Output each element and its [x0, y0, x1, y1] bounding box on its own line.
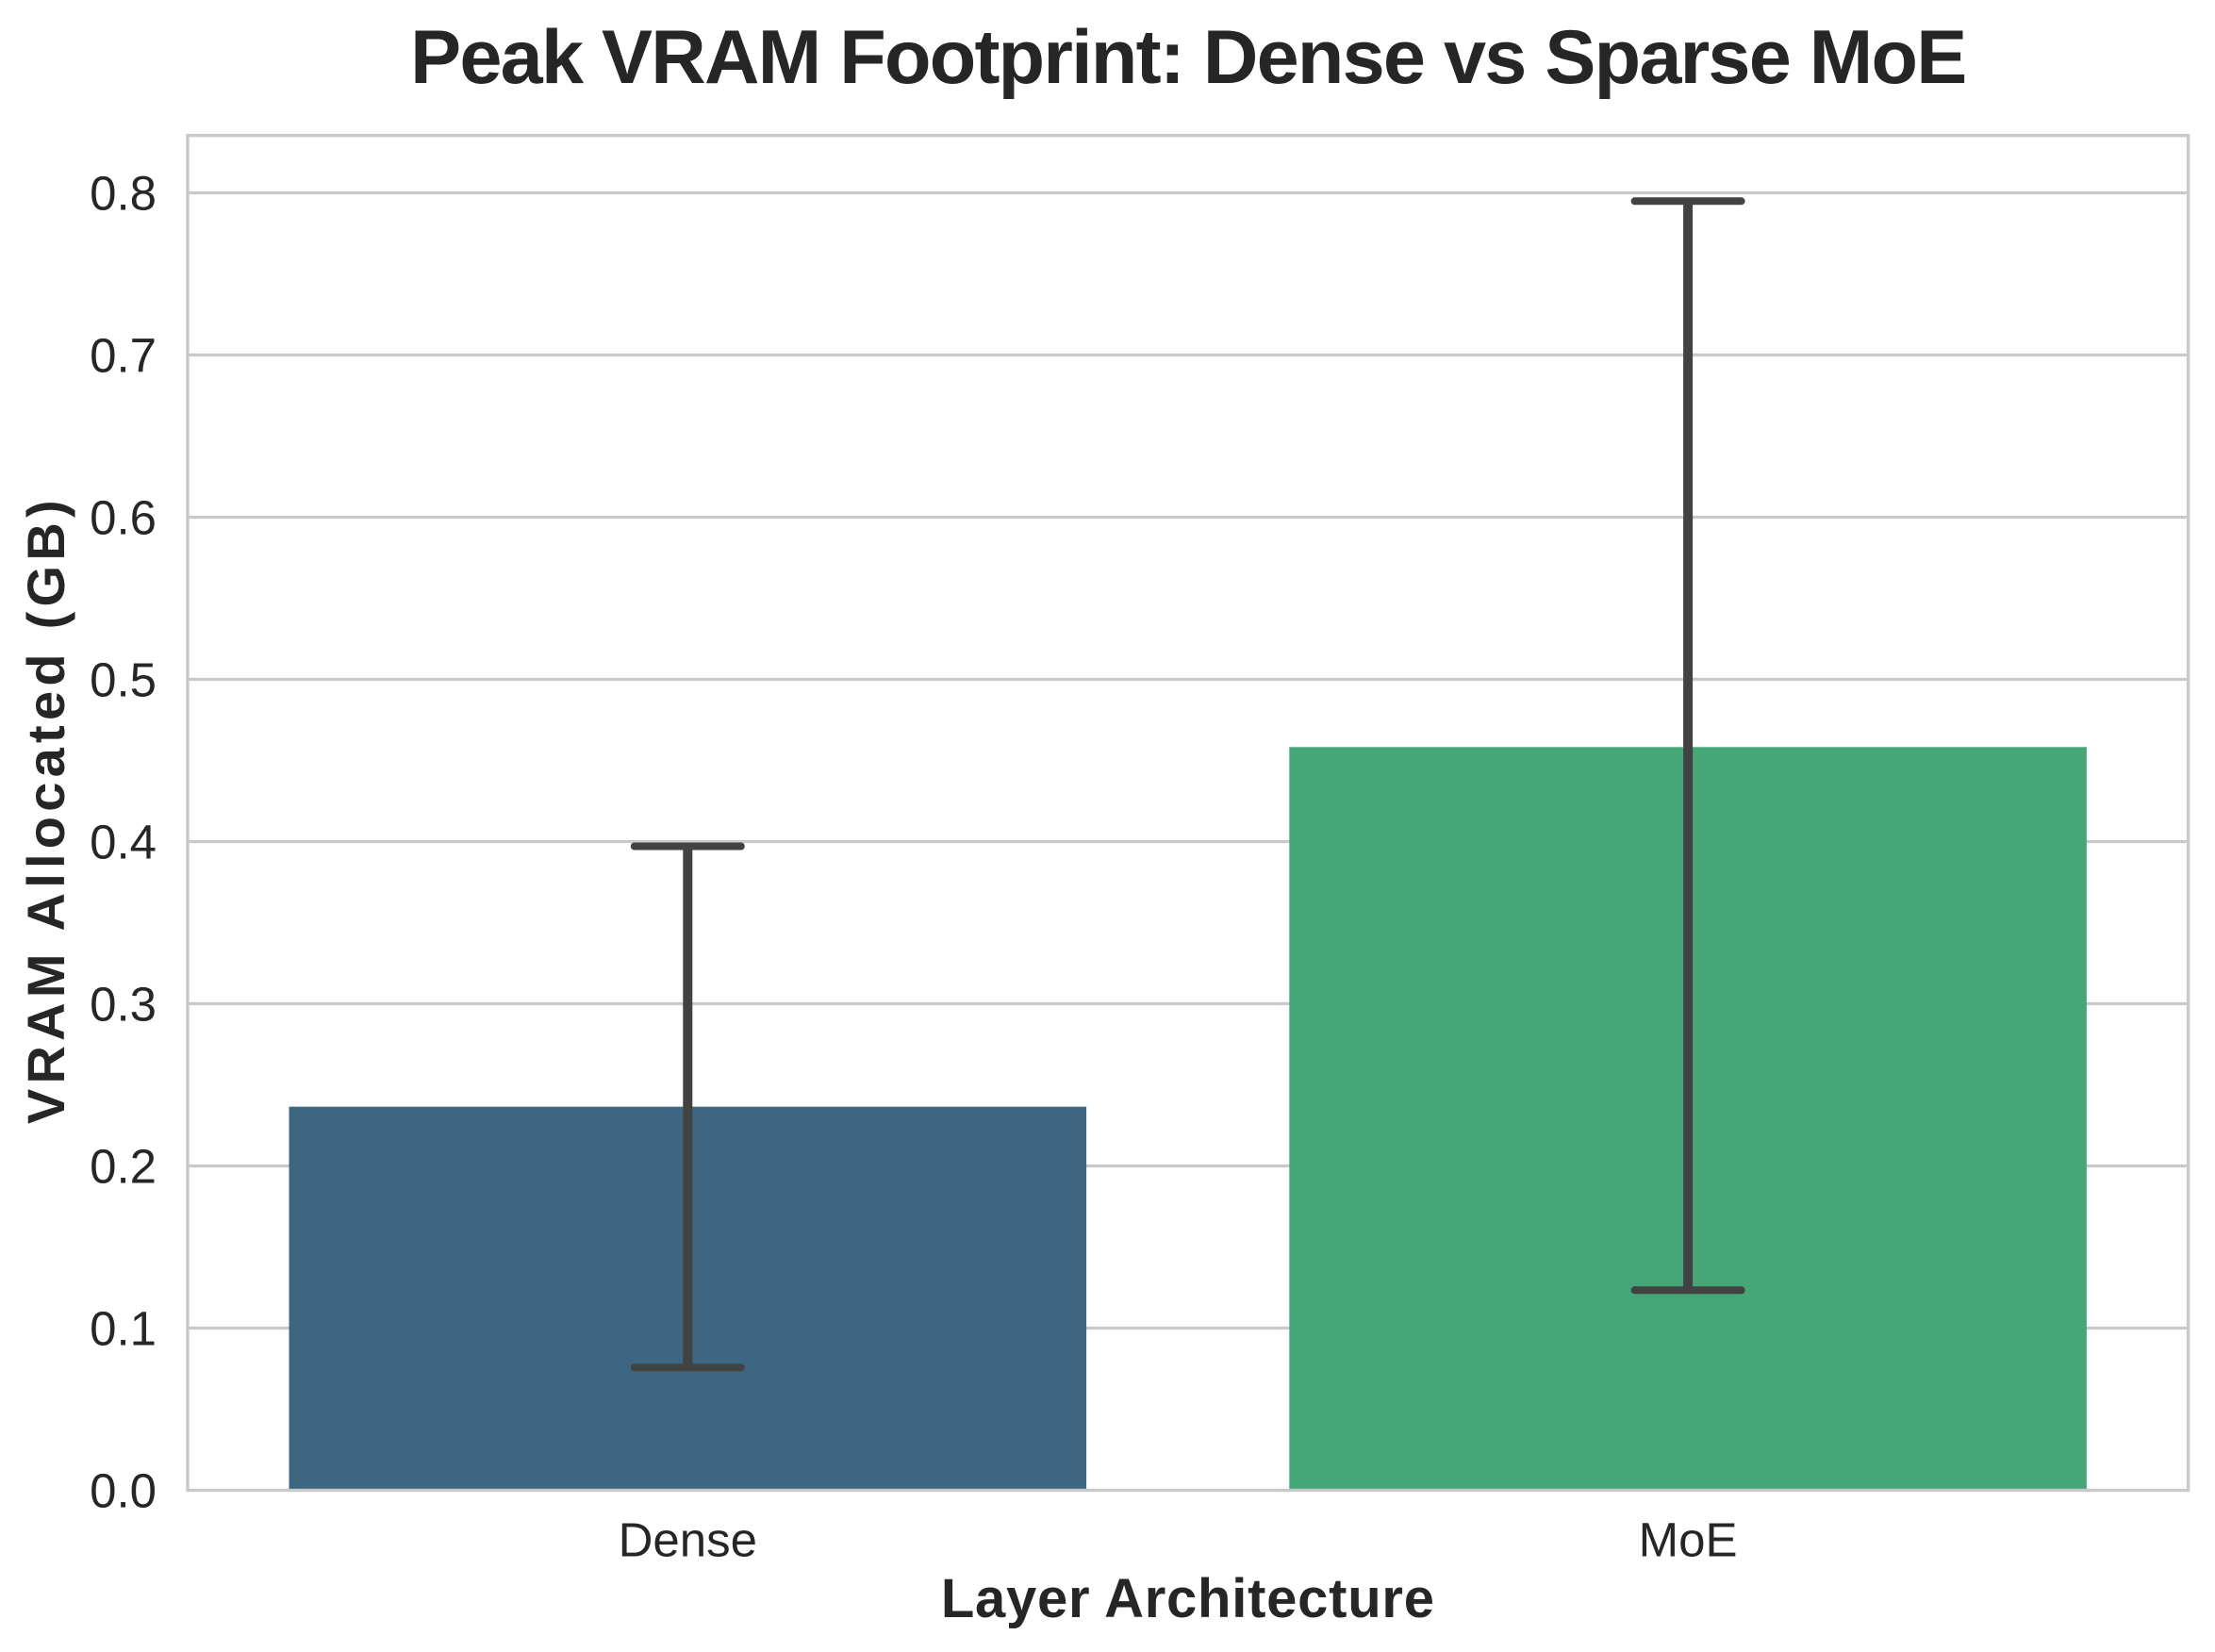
- svg-text:0.6: 0.6: [90, 491, 157, 545]
- svg-text:0.0: 0.0: [90, 1464, 157, 1518]
- svg-text:VRAM Allocated (GB): VRAM Allocated (GB): [16, 495, 75, 1124]
- svg-text:Peak VRAM Footprint: Dense vs: Peak VRAM Footprint: Dense vs Sparse MoE: [410, 15, 1965, 100]
- svg-text:0.3: 0.3: [90, 978, 157, 1032]
- svg-text:0.5: 0.5: [90, 653, 157, 707]
- svg-text:0.4: 0.4: [90, 816, 157, 869]
- svg-text:Dense: Dense: [619, 1513, 757, 1567]
- svg-text:0.2: 0.2: [90, 1140, 157, 1194]
- svg-text:MoE: MoE: [1639, 1513, 1738, 1567]
- svg-text:0.7: 0.7: [90, 329, 157, 383]
- svg-text:0.8: 0.8: [90, 167, 157, 221]
- svg-text:Layer Architecture: Layer Architecture: [941, 1568, 1435, 1629]
- svg-text:0.1: 0.1: [90, 1302, 157, 1356]
